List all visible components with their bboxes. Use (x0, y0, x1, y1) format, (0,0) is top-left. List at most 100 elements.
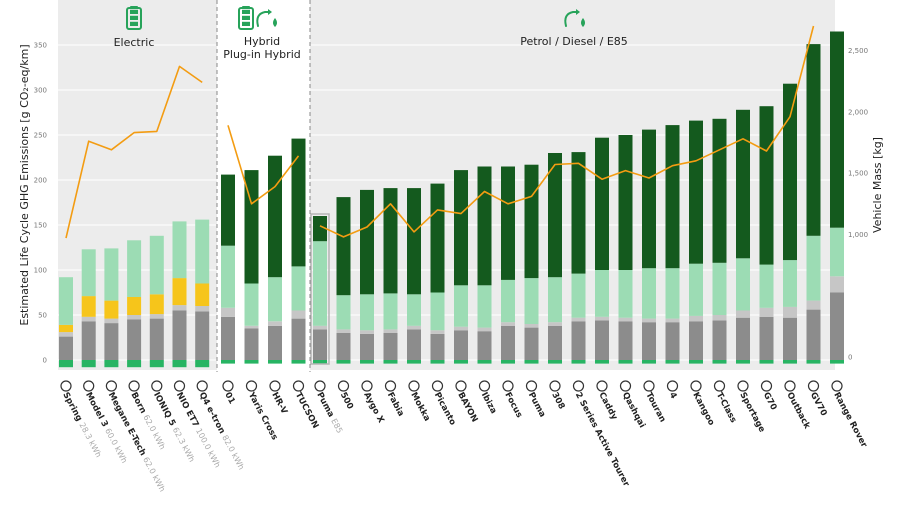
highlight-box (310, 213, 330, 365)
bar-segment (172, 221, 187, 279)
brand-logo-icon (151, 380, 163, 392)
brand-logo-icon (502, 380, 514, 392)
bar-segment (336, 295, 351, 330)
bar-segment (360, 294, 374, 331)
bar-segment (477, 166, 492, 286)
bar-segment (595, 270, 609, 317)
group-label-hybrid: Hybrid (244, 35, 280, 48)
bar-segment (407, 325, 421, 330)
mass-line-segment (319, 25, 815, 238)
bar-segment (360, 360, 374, 364)
bar-segment (104, 318, 119, 324)
bar-segment (149, 235, 164, 295)
y-tick-label: 350 (34, 42, 47, 50)
brand-logo-icon (314, 380, 326, 392)
bar-segment (291, 138, 306, 267)
brand-logo-icon (105, 380, 118, 392)
bar-segment (618, 135, 633, 270)
bar-segment (59, 336, 73, 360)
bar-segment (454, 285, 468, 327)
bar-segment (383, 293, 398, 330)
bar-segment (618, 360, 633, 364)
pump-drop (581, 18, 585, 27)
x-tick-label: 01 (222, 391, 236, 406)
bar-segment (689, 360, 703, 364)
bar-segment (244, 170, 259, 284)
model-name: 01 (222, 391, 236, 406)
bar-segment (81, 360, 96, 368)
pump-hose (256, 11, 271, 27)
model-name: Mokka (408, 391, 432, 424)
brand-logo-icon (128, 380, 140, 392)
bar-segment (759, 307, 774, 317)
bar-segment (830, 31, 844, 228)
bar-segment (595, 360, 609, 364)
gridlines (58, 44, 835, 361)
bar-segment (665, 322, 680, 360)
brand-logo-icon (596, 380, 608, 392)
x-tick-label: Fabia (385, 391, 406, 419)
brand-logo-icon (384, 380, 397, 392)
battery-capacity: 62.3 kWh (171, 426, 197, 464)
bar-segment (548, 322, 562, 326)
bar-segment (759, 106, 774, 265)
battery-body (126, 7, 142, 30)
y2-tick-label: 1,000 (848, 231, 868, 239)
bar-segment (268, 325, 282, 360)
bar-segment (524, 327, 539, 360)
x-tick-label: Range Rover (831, 391, 869, 450)
bar-segment (336, 197, 351, 296)
model-name: Touran (643, 391, 667, 424)
fuel-pump-icon (564, 9, 585, 27)
bar-segment (689, 120, 703, 264)
bar-segment (571, 360, 586, 364)
bar-segment (501, 325, 515, 360)
x-tick-label: BAYON (455, 391, 479, 424)
bar-segment (736, 317, 750, 360)
bar-segment (618, 321, 633, 360)
bar-segment (59, 277, 73, 325)
bar-segment (149, 314, 164, 319)
bar-segment (383, 329, 398, 333)
bar-segment (81, 249, 96, 297)
x-tick-label: 308 (549, 391, 566, 411)
brand-logo-icon (455, 380, 467, 392)
bar-segment (172, 305, 187, 311)
bar-segment (618, 270, 633, 318)
bar-segment (642, 268, 656, 319)
bar-segment (830, 227, 844, 277)
pump-drop (273, 18, 277, 27)
brand-logo-icon (83, 380, 95, 392)
mass-line-segment (227, 125, 300, 205)
bar-segment (548, 325, 562, 360)
bar-segment (524, 360, 539, 364)
bar-segment (221, 307, 235, 317)
bar-segment (454, 326, 468, 331)
model-name: GV70 (808, 391, 829, 418)
y2-tick-label: 2,000 (848, 108, 868, 116)
bar-segment (454, 170, 468, 286)
model-name: Focus (502, 391, 524, 420)
bar-segment (783, 306, 797, 318)
bar-segment (268, 277, 282, 322)
model-name: T-Class (714, 391, 738, 425)
bar-segment (407, 329, 421, 360)
bar-segment (149, 318, 164, 360)
brand-logo-icon (690, 380, 702, 392)
brand-logo-icon (784, 380, 796, 392)
bar-segment (759, 316, 774, 360)
brand-logo-icon (196, 380, 208, 392)
model-name: Puma (526, 391, 548, 420)
model-name: HR-V (269, 391, 289, 417)
bars (59, 31, 844, 368)
bar-segment (268, 360, 282, 364)
bar-segment (571, 273, 586, 318)
x-tick-label: GV70 (808, 391, 829, 418)
battery-capacity: 62.0 kWh (141, 413, 167, 451)
bar-segment (806, 44, 821, 236)
x-tick-label: Mokka (408, 391, 432, 424)
bar-segment (360, 333, 374, 360)
bar-segment (172, 310, 187, 360)
brand-logo-icon (549, 380, 561, 392)
